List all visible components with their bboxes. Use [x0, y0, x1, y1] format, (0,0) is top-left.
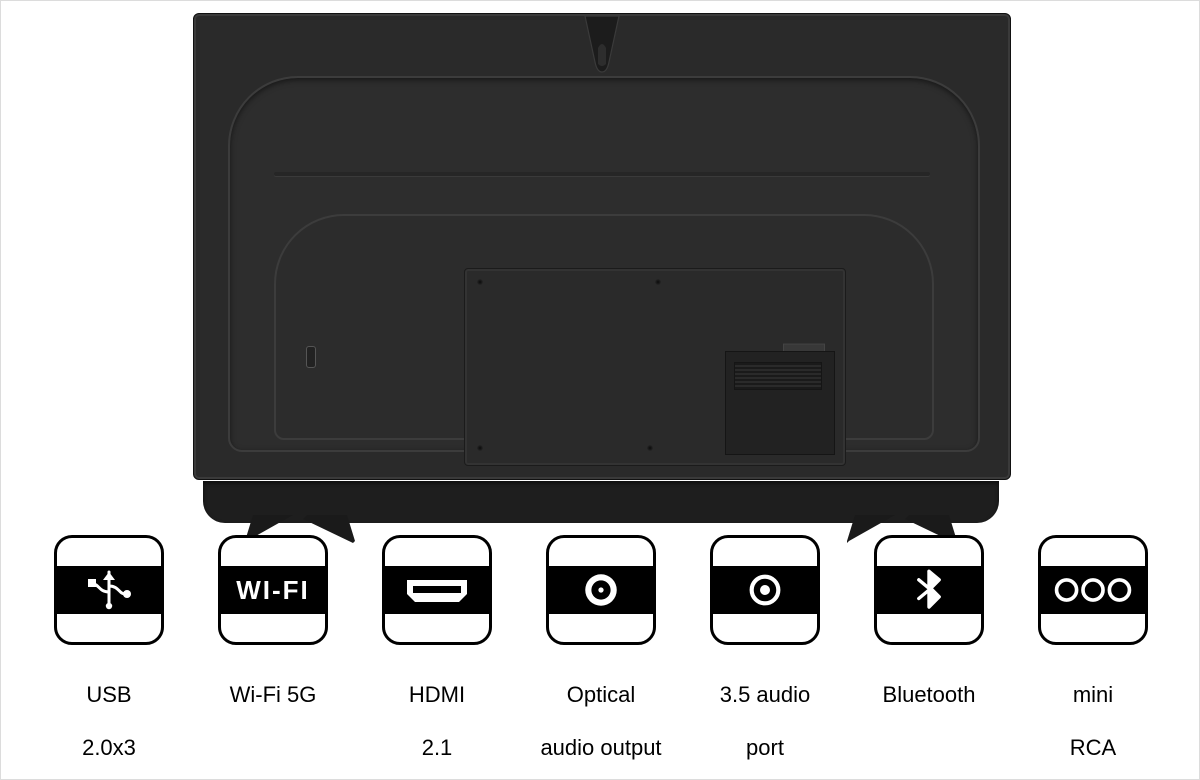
feature-optical: Optical audio output — [531, 535, 671, 761]
tv-screw-hole — [647, 445, 653, 451]
tv-rear-illustration — [193, 13, 1009, 543]
feature-label-line1: Bluetooth — [883, 682, 976, 707]
usb-icon — [54, 535, 164, 645]
feature-usb: USB 2.0x3 — [39, 535, 179, 761]
tv-screw-hole — [477, 445, 483, 451]
feature-label-line2: audio output — [540, 735, 661, 760]
feature-row: USB 2.0x3 WI-FI Wi-Fi 5G — [1, 535, 1200, 761]
feature-label-line2: 2.0x3 — [82, 735, 136, 760]
wifi-icon: WI-FI — [218, 535, 328, 645]
wifi-icon-text: WI-FI — [236, 575, 310, 606]
tv-electronics-box — [464, 268, 846, 466]
feature-label-line2: 2.1 — [422, 735, 453, 760]
feature-wifi: WI-FI Wi-Fi 5G — [203, 535, 343, 761]
feature-label: Wi-Fi 5G — [230, 655, 317, 734]
feature-label: 3.5 audio port — [720, 655, 811, 761]
tv-side-slot — [306, 346, 316, 368]
feature-label-line1: mini — [1073, 682, 1113, 707]
tv-port-bay — [725, 351, 835, 455]
product-infographic: USB 2.0x3 WI-FI Wi-Fi 5G — [0, 0, 1200, 780]
feature-label-line1: USB — [86, 682, 131, 707]
hdmi-icon — [382, 535, 492, 645]
feature-label: mini RCA — [1070, 655, 1116, 761]
feature-hdmi: HDMI 2.1 — [367, 535, 507, 761]
tv-chassis — [193, 13, 1011, 480]
audio-jack-icon — [710, 535, 820, 645]
feature-label-line1: Wi-Fi 5G — [230, 682, 317, 707]
tv-screw-hole — [655, 279, 661, 285]
feature-label-line2: port — [746, 735, 784, 760]
tv-horizontal-ridge — [274, 172, 930, 176]
feature-label-line1: 3.5 audio — [720, 682, 811, 707]
feature-label-line1: HDMI — [409, 682, 465, 707]
feature-label-line2: RCA — [1070, 735, 1116, 760]
feature-audio-jack: 3.5 audio port — [695, 535, 835, 761]
feature-label: USB 2.0x3 — [82, 655, 136, 761]
feature-label: HDMI 2.1 — [409, 655, 465, 761]
tv-hanger-notch — [579, 16, 625, 74]
bluetooth-icon — [874, 535, 984, 645]
feature-label-line1: Optical — [567, 682, 635, 707]
rca-icon — [1038, 535, 1148, 645]
feature-mini-rca: mini RCA — [1023, 535, 1163, 761]
feature-label: Bluetooth — [883, 655, 976, 734]
tv-screw-hole — [477, 279, 483, 285]
feature-label: Optical audio output — [540, 655, 661, 761]
optical-icon — [546, 535, 656, 645]
tv-vent-grille — [734, 362, 822, 390]
feature-bluetooth: Bluetooth — [859, 535, 999, 761]
